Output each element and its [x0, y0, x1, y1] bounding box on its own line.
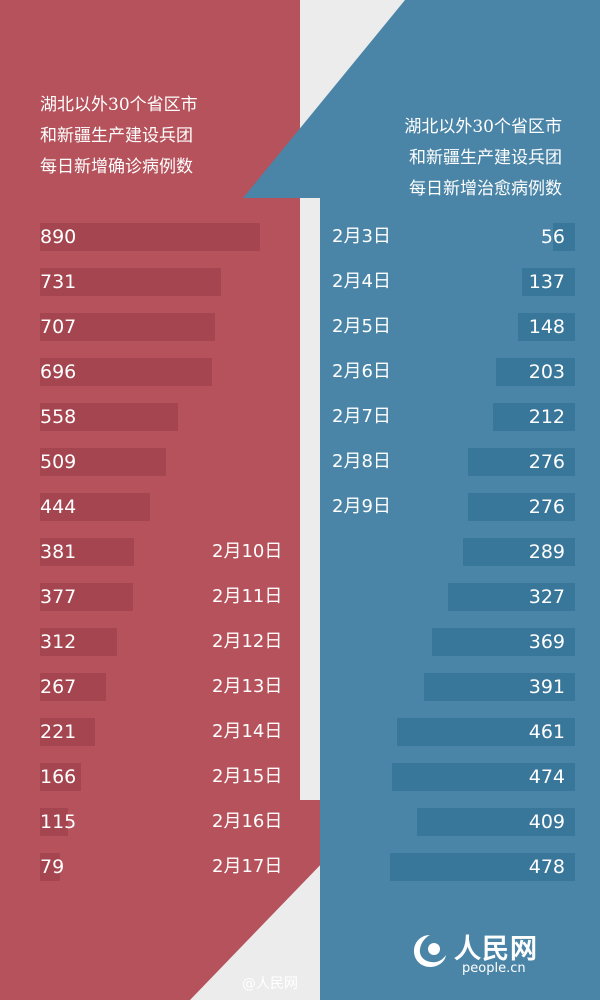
date-label: 2月7日 — [332, 406, 391, 427]
confirmed-value-label: 267 — [40, 676, 77, 698]
confirmed-value-label: 444 — [40, 496, 77, 518]
confirmed-bar — [40, 718, 95, 746]
cured-value-label: 56 — [540, 226, 565, 248]
confirmed-bar — [40, 493, 150, 521]
cured-bar — [397, 718, 575, 746]
cured-bar — [522, 268, 575, 296]
cured-bar — [496, 358, 575, 386]
date-label: 2月5日 — [332, 316, 391, 337]
confirmed-bar — [40, 358, 212, 386]
cured-bar — [493, 403, 575, 431]
confirmed-value-label: 79 — [40, 856, 65, 878]
cured-value-label: 289 — [528, 541, 565, 563]
confirmed-bar — [40, 268, 221, 296]
cured-value-label: 203 — [528, 361, 565, 383]
cured-value-label: 369 — [528, 631, 565, 653]
confirmed-bar — [40, 583, 133, 611]
confirmed-bar — [40, 403, 178, 431]
cured-bar — [553, 223, 575, 251]
cured-value-label: 474 — [528, 766, 565, 788]
date-label: 2月17日 — [212, 856, 283, 877]
confirmed-bar — [40, 808, 68, 836]
confirmed-value-label: 115 — [40, 811, 77, 833]
confirmed-value-label: 890 — [40, 226, 77, 248]
cured-value-label: 478 — [528, 856, 565, 878]
cured-value-label: 276 — [528, 496, 565, 518]
confirmed-title: 湖北以外30个省区市 和新疆生产建设兵团 每日新增确诊病例数 — [40, 90, 198, 183]
brand-logo-text: 人民网 — [454, 934, 538, 965]
confirmed-bar — [40, 448, 166, 476]
confirmed-value-label: 377 — [40, 586, 77, 608]
cured-title: 湖北以外30个省区市 和新疆生产建设兵团 每日新增治愈病例数 — [404, 112, 562, 205]
confirmed-bar — [40, 763, 81, 791]
cured-bar — [448, 583, 575, 611]
cured-title-line: 湖北以外30个省区市 — [404, 117, 562, 137]
cured-bar — [432, 628, 575, 656]
date-label: 2月16日 — [212, 811, 283, 832]
cured-value-label: 137 — [528, 271, 565, 293]
date-label: 2月3日 — [332, 226, 391, 247]
cured-bar — [390, 853, 575, 881]
confirmed-bar — [40, 538, 134, 566]
confirmed-value-label: 381 — [40, 541, 77, 563]
cured-bar — [417, 808, 575, 836]
confirmed-value-label: 558 — [40, 406, 77, 428]
cured-bar — [463, 538, 575, 566]
confirmed-value-label: 166 — [40, 766, 77, 788]
confirmed-value-label: 312 — [40, 631, 77, 653]
people-logo-icon — [414, 935, 446, 967]
date-label: 2月12日 — [212, 631, 283, 652]
date-label: 2月9日 — [332, 496, 391, 517]
date-label: 2月14日 — [212, 721, 283, 742]
confirmed-bar — [40, 223, 260, 251]
confirmed-bar — [40, 853, 60, 881]
cured-bar — [468, 493, 575, 521]
date-label: 2月6日 — [332, 361, 391, 382]
confirmed-title-line: 和新疆生产建设兵团 — [40, 126, 193, 146]
weibo-watermark: @人民网 — [242, 976, 298, 992]
date-label: 2月11日 — [212, 586, 283, 607]
date-label: 2月13日 — [212, 676, 283, 697]
date-label: 2月10日 — [212, 541, 283, 562]
confirmed-value-label: 221 — [40, 721, 77, 743]
cured-bar — [392, 763, 575, 791]
cured-value-label: 391 — [528, 676, 565, 698]
confirmed-title-line: 湖北以外30个省区市 — [40, 95, 198, 115]
cured-value-label: 148 — [528, 316, 565, 338]
confirmed-value-label: 707 — [40, 316, 77, 338]
cured-value-label: 461 — [528, 721, 565, 743]
confirmed-bar — [40, 673, 106, 701]
confirmed-value-label: 731 — [40, 271, 77, 293]
confirmed-bar — [40, 628, 117, 656]
date-label: 2月15日 — [212, 766, 283, 787]
cured-value-label: 409 — [528, 811, 565, 833]
cured-bar — [518, 313, 575, 341]
cured-value-label: 276 — [528, 451, 565, 473]
cured-value-label: 327 — [528, 586, 565, 608]
confirmed-value-label: 696 — [40, 361, 77, 383]
date-label: 2月4日 — [332, 271, 391, 292]
cured-bar — [468, 448, 575, 476]
cured-title-line: 每日新增治愈病例数 — [409, 179, 562, 199]
cured-value-label: 212 — [528, 406, 565, 428]
brand-domain: people.cn — [462, 961, 526, 976]
cured-bar — [424, 673, 575, 701]
cured-up-arrow — [243, 0, 600, 1000]
confirmed-title-line: 每日新增确诊病例数 — [40, 157, 193, 177]
cured-title-line: 和新疆生产建设兵团 — [409, 148, 562, 168]
confirmed-value-label: 509 — [40, 451, 77, 473]
date-label: 2月8日 — [332, 451, 391, 472]
confirmed-bar — [40, 313, 215, 341]
brand-logo: 人民网 people.cn — [408, 925, 568, 985]
